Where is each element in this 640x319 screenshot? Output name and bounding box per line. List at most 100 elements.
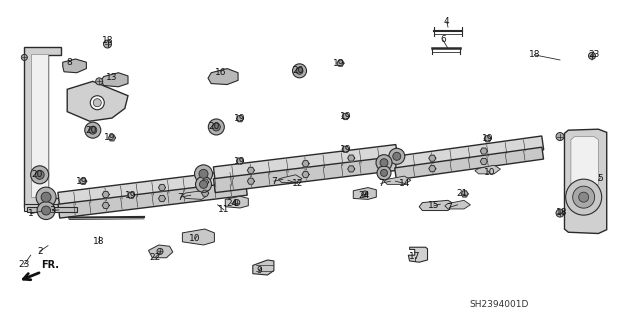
Text: 18: 18 — [529, 50, 540, 59]
Polygon shape — [248, 167, 254, 174]
Polygon shape — [237, 115, 243, 122]
Polygon shape — [159, 196, 166, 202]
Text: 19: 19 — [333, 59, 345, 68]
Circle shape — [573, 186, 595, 208]
Circle shape — [84, 122, 101, 138]
Polygon shape — [564, 129, 607, 234]
Circle shape — [31, 166, 49, 184]
Circle shape — [362, 191, 368, 197]
Text: 16: 16 — [215, 68, 227, 77]
Text: 4: 4 — [444, 17, 449, 26]
Polygon shape — [213, 145, 398, 183]
Circle shape — [292, 64, 307, 78]
Polygon shape — [182, 191, 208, 199]
Text: 21: 21 — [456, 189, 468, 198]
Text: 22: 22 — [149, 253, 161, 262]
Text: 13: 13 — [106, 73, 118, 82]
Polygon shape — [24, 47, 61, 207]
Polygon shape — [253, 260, 274, 275]
Circle shape — [41, 192, 51, 202]
Circle shape — [96, 78, 102, 85]
Text: 24: 24 — [358, 191, 369, 200]
Circle shape — [393, 152, 401, 160]
Polygon shape — [27, 207, 77, 212]
Circle shape — [36, 187, 56, 207]
Circle shape — [89, 126, 97, 134]
Polygon shape — [481, 148, 487, 154]
Polygon shape — [419, 200, 454, 211]
Text: 24: 24 — [226, 199, 237, 208]
Polygon shape — [24, 204, 77, 211]
Circle shape — [566, 179, 602, 215]
Text: 7: 7 — [447, 203, 452, 212]
Text: 10: 10 — [189, 234, 201, 243]
Polygon shape — [429, 155, 436, 161]
Text: 18: 18 — [556, 208, 568, 217]
Polygon shape — [248, 178, 254, 184]
Text: 20: 20 — [209, 122, 220, 131]
Polygon shape — [237, 158, 243, 164]
Polygon shape — [102, 202, 109, 209]
Text: 19: 19 — [340, 145, 351, 154]
Text: 5: 5 — [598, 174, 603, 182]
Circle shape — [234, 200, 240, 205]
Text: 14: 14 — [399, 179, 410, 188]
Polygon shape — [384, 176, 411, 184]
Circle shape — [381, 169, 387, 176]
Polygon shape — [278, 175, 302, 182]
Text: 7: 7 — [271, 177, 276, 186]
Polygon shape — [348, 155, 355, 161]
Circle shape — [212, 123, 220, 131]
Polygon shape — [101, 73, 128, 87]
Polygon shape — [429, 166, 436, 172]
Text: 19: 19 — [234, 157, 246, 166]
Text: 18: 18 — [102, 36, 113, 45]
Text: 19: 19 — [76, 177, 88, 186]
Text: 9: 9 — [257, 266, 262, 275]
Polygon shape — [67, 81, 128, 121]
Text: 12: 12 — [292, 179, 303, 188]
Polygon shape — [461, 191, 468, 197]
Text: 20: 20 — [31, 170, 43, 179]
Polygon shape — [395, 147, 543, 180]
Text: FR.: FR. — [42, 260, 60, 270]
Polygon shape — [484, 136, 491, 142]
Circle shape — [200, 180, 207, 189]
Text: 19: 19 — [482, 134, 493, 143]
Text: 19: 19 — [234, 114, 246, 123]
Polygon shape — [202, 179, 209, 185]
Polygon shape — [58, 169, 248, 208]
Polygon shape — [102, 191, 109, 197]
Circle shape — [389, 148, 405, 164]
Polygon shape — [337, 60, 344, 66]
Circle shape — [21, 55, 28, 60]
Circle shape — [90, 96, 104, 110]
Circle shape — [296, 67, 303, 74]
Text: 10: 10 — [484, 168, 495, 177]
Text: 19: 19 — [125, 191, 137, 200]
Polygon shape — [202, 190, 209, 196]
Text: 23: 23 — [588, 50, 600, 59]
Polygon shape — [208, 69, 238, 85]
Polygon shape — [80, 178, 86, 184]
Polygon shape — [475, 165, 500, 174]
Polygon shape — [159, 184, 166, 190]
Circle shape — [589, 52, 595, 59]
Text: SH2394001D: SH2394001D — [470, 300, 529, 309]
Circle shape — [157, 249, 163, 254]
Polygon shape — [302, 160, 309, 167]
Polygon shape — [302, 171, 309, 178]
Text: 20: 20 — [85, 126, 97, 135]
Polygon shape — [445, 200, 470, 209]
Text: 18: 18 — [93, 237, 105, 246]
Text: 19: 19 — [104, 133, 116, 142]
Text: 23: 23 — [19, 260, 30, 269]
Circle shape — [35, 170, 44, 179]
Circle shape — [556, 209, 564, 217]
Polygon shape — [31, 54, 48, 197]
Text: 7: 7 — [178, 193, 183, 202]
Circle shape — [209, 119, 225, 135]
Text: 20: 20 — [292, 66, 303, 75]
Polygon shape — [58, 181, 247, 218]
Text: 15: 15 — [428, 201, 440, 210]
